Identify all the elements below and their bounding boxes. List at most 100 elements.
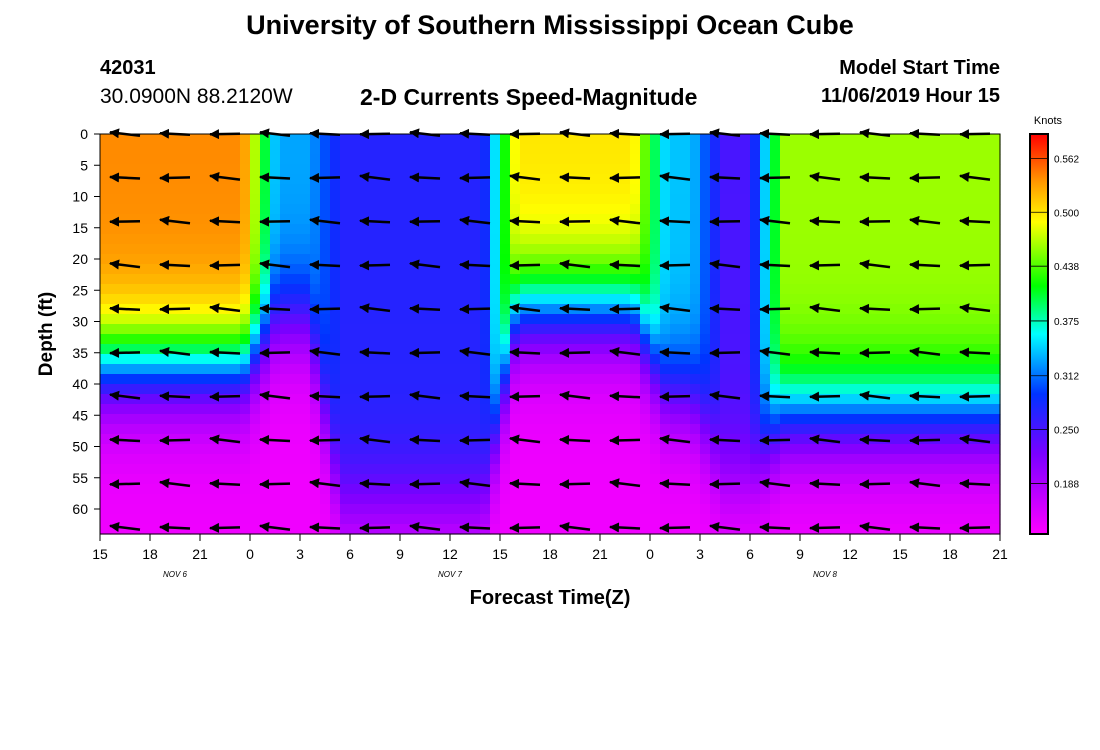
heatmap-cell	[360, 314, 371, 325]
heatmap-cell	[580, 164, 591, 175]
heatmap-cell	[670, 474, 681, 485]
heatmap-cell	[320, 474, 331, 485]
heatmap-cell	[530, 244, 541, 255]
heatmap-cell	[220, 474, 231, 485]
heatmap-cell	[880, 194, 891, 205]
heatmap-cell	[130, 384, 141, 395]
heatmap-cell	[420, 244, 431, 255]
heatmap-cell	[600, 164, 611, 175]
heatmap-cell	[170, 154, 181, 165]
heatmap-cell	[850, 234, 861, 245]
heatmap-cell	[900, 184, 911, 195]
heatmap-cell	[350, 304, 361, 315]
heatmap-cell	[120, 484, 131, 495]
heatmap-cell	[440, 234, 451, 245]
heatmap-cell	[150, 464, 161, 475]
heatmap-cell	[470, 334, 481, 345]
heatmap-cell	[290, 514, 301, 525]
x-tick-label: 6	[746, 546, 754, 562]
heatmap-cell	[190, 204, 201, 215]
heatmap-cell	[500, 304, 511, 315]
heatmap-cell	[940, 414, 951, 425]
heatmap-cell	[430, 434, 441, 445]
heatmap-cell	[870, 224, 881, 235]
heatmap-cell	[140, 284, 151, 295]
heatmap-cell	[370, 484, 381, 495]
heatmap-cell	[900, 214, 911, 225]
heatmap-cell	[120, 164, 131, 175]
heatmap-cell	[810, 154, 821, 165]
heatmap-cell	[390, 274, 401, 285]
heatmap-cell	[120, 384, 131, 395]
heatmap-cell	[890, 254, 901, 265]
heatmap-cell	[880, 344, 891, 355]
heatmap-cell	[820, 324, 831, 335]
heatmap-cell	[350, 344, 361, 355]
heatmap-cell	[620, 454, 631, 465]
heatmap-cell	[400, 354, 411, 365]
heatmap-cell	[860, 464, 871, 475]
heatmap-cell	[850, 374, 861, 385]
colorbar-tick-label: 0.375	[1054, 317, 1079, 328]
heatmap-cell	[330, 204, 341, 215]
heatmap-cell	[670, 514, 681, 525]
heatmap-cell	[760, 404, 771, 415]
heatmap-cell	[340, 514, 351, 525]
heatmap-cell	[790, 354, 801, 365]
heatmap-cell	[470, 274, 481, 285]
heatmap-cell	[680, 224, 691, 235]
heatmap-cell	[160, 324, 171, 335]
heatmap-cell	[390, 294, 401, 305]
heatmap-cell	[470, 344, 481, 355]
heatmap-cell	[990, 224, 1001, 235]
heatmap-cell	[670, 504, 681, 515]
heatmap-cell	[200, 314, 211, 325]
current-vector	[259, 390, 291, 401]
heatmap-cell	[220, 224, 231, 235]
heatmap-cell	[330, 314, 341, 325]
heatmap-cell	[670, 274, 681, 285]
current-vector	[559, 390, 591, 401]
heatmap-cell	[550, 244, 561, 255]
heatmap-cell	[420, 404, 431, 415]
heatmap-cell	[260, 234, 271, 245]
heatmap-cell	[740, 244, 751, 255]
heatmap-cell	[150, 484, 161, 495]
heatmap-cell	[890, 224, 901, 235]
heatmap-cell	[100, 144, 111, 155]
heatmap-cell	[440, 284, 451, 295]
heatmap-cell	[110, 494, 121, 505]
heatmap-cell	[920, 294, 931, 305]
heatmap-cell	[680, 204, 691, 215]
heatmap-cell	[250, 514, 261, 525]
current-vector	[659, 434, 691, 445]
current-vector	[559, 172, 591, 183]
heatmap-cell	[960, 364, 971, 375]
heatmap-cell	[990, 504, 1001, 515]
heatmap-cell	[620, 464, 631, 475]
heatmap-cell	[850, 434, 861, 445]
heatmap-cell	[480, 454, 491, 465]
heatmap-cell	[770, 424, 781, 435]
heatmap-cell	[560, 134, 571, 145]
heatmap-cell	[520, 174, 531, 185]
heatmap-cell	[390, 224, 401, 235]
heatmap-cell	[910, 294, 921, 305]
heatmap-cell	[250, 264, 261, 275]
heatmap-cell	[440, 334, 451, 345]
heatmap-cell	[300, 154, 311, 165]
heatmap-cell	[110, 374, 121, 385]
heatmap-cell	[280, 444, 291, 455]
heatmap-cell	[810, 404, 821, 415]
heatmap-cell	[650, 344, 661, 355]
heatmap-cell	[660, 274, 671, 285]
current-vector	[159, 172, 191, 183]
current-vector	[759, 304, 791, 315]
heatmap-cell	[830, 444, 841, 455]
heatmap-cell	[570, 504, 581, 515]
y-tick-label: 20	[72, 251, 88, 267]
heatmap-cell	[670, 454, 681, 465]
heatmap-cell	[630, 134, 641, 145]
heatmap-cell	[840, 414, 851, 425]
heatmap-cell	[270, 164, 281, 175]
